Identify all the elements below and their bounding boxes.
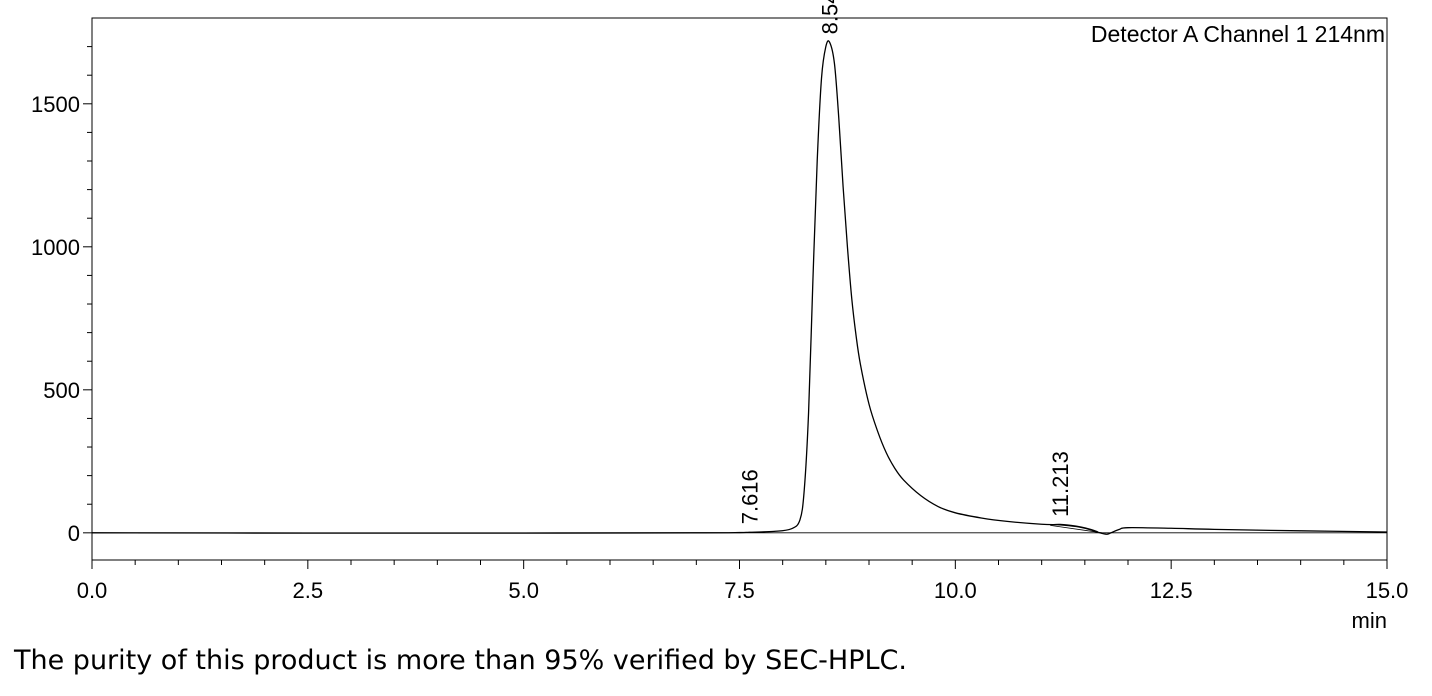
subpeak-trace [1050,523,1098,533]
x-axis-ticks: 0.0 2.5 5.0 7.5 10.0 12.5 15.0 [77,560,1409,603]
chromatogram-series [91,40,1388,535]
detector-label: Detector A Channel 1 214nm [1091,21,1385,47]
x-unit-label: min [1352,608,1387,633]
y-tick-label: 1500 [31,92,80,117]
peak-label: 11.213 [1048,451,1073,517]
y-tick-label: 1000 [31,235,80,260]
chromatogram-trace [91,40,1388,535]
y-tick-label: 0 [68,521,80,546]
y-tick-label: 500 [43,378,80,403]
chromatogram-chart: 0.0 2.5 5.0 7.5 10.0 12.5 15.0 0 500 1000 1500 7.… [31,0,1409,633]
x-tick-label: 15.0 [1366,578,1409,603]
x-tick-label: 0.0 [77,578,108,603]
peak-label: 7.616 [738,469,763,524]
peak-labels: 7.616 8.544 11.213 [738,0,1074,524]
x-tick-label: 7.5 [724,578,755,603]
y-axis-ticks: 0 500 1000 1500 [31,46,92,546]
x-tick-label: 10.0 [934,578,977,603]
x-tick-label: 5.0 [508,578,539,603]
purity-caption: The purity of this product is more than … [14,645,907,676]
integration-baseline [1050,524,1103,534]
peak-label: 8.544 [818,0,843,34]
x-tick-label: 2.5 [293,578,324,603]
x-tick-label: 12.5 [1150,578,1193,603]
